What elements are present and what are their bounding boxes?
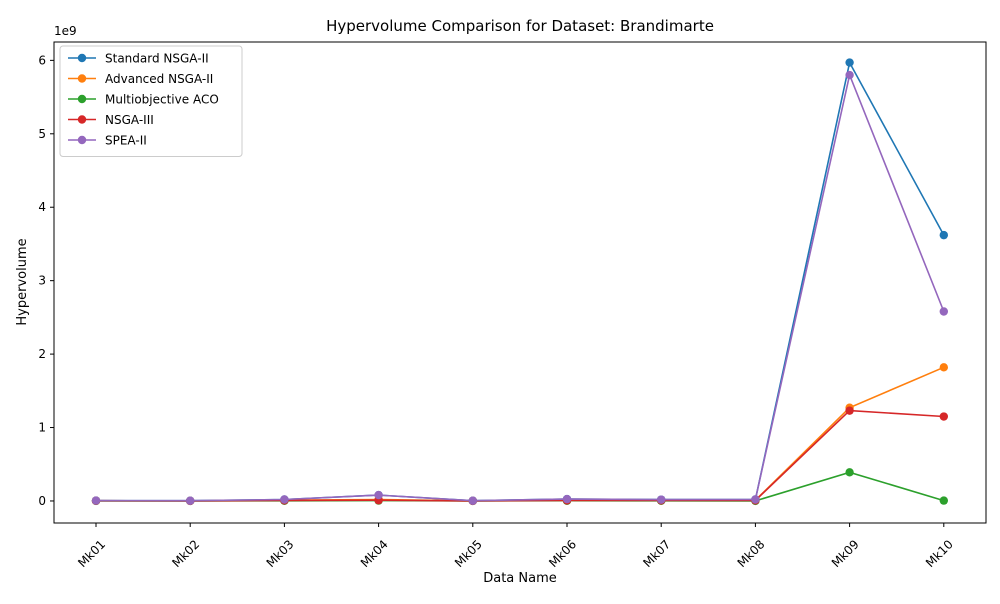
data-point <box>939 230 948 240</box>
chart-title: Hypervolume Comparison for Dataset: Bran… <box>326 17 714 35</box>
legend-swatch-marker <box>77 115 87 124</box>
data-point <box>91 496 101 505</box>
y-tick-label: 1 <box>38 421 46 435</box>
data-point <box>374 490 383 500</box>
legend-item: Advanced NSGA-II <box>68 72 213 86</box>
data-point <box>939 496 948 505</box>
x-axis: Mk01 Mk02 Mk03 Mk04 Mk05 Mk06 Mk07 Mk08 Mk09 Mk10 <box>75 523 956 570</box>
series-line <box>95 72 945 502</box>
series-advanced-nsga-ii <box>91 363 948 506</box>
legend-item: SPEA-II <box>68 134 147 148</box>
data-point <box>845 58 854 67</box>
data-point <box>186 496 195 505</box>
data-point <box>845 70 854 80</box>
x-tick-label: Mk05 <box>452 537 485 570</box>
x-tick-label: Mk06 <box>546 537 579 570</box>
x-tick-label: Mk10 <box>923 537 956 570</box>
x-tick-label: Mk01 <box>75 537 108 570</box>
legend-item: Multiobjective ACO <box>68 93 219 107</box>
x-tick-label: Mk03 <box>264 537 297 570</box>
data-point <box>845 468 854 477</box>
x-tick-label: Mk09 <box>829 537 862 570</box>
x-tick-label: Mk02 <box>169 537 202 570</box>
series-spea-ii <box>91 70 948 505</box>
y-tick-label: 4 <box>38 200 46 214</box>
series-nsga-iii <box>91 406 948 506</box>
data-point <box>939 307 948 316</box>
legend-swatch-marker <box>77 74 87 83</box>
legend-swatch-marker <box>77 94 87 104</box>
series-line <box>95 409 944 502</box>
y-axis: 0 1 2 3 4 5 6 <box>38 53 54 508</box>
data-point <box>280 495 289 504</box>
legend-swatch-marker <box>77 135 87 145</box>
legend-item: Standard NSGA-II <box>68 52 209 66</box>
data-point <box>939 363 948 372</box>
x-tick-label: Mk08 <box>735 537 768 570</box>
data-point <box>751 495 760 504</box>
data-point <box>562 494 572 504</box>
plot-frame <box>53 41 987 524</box>
legend-item: NSGA-III <box>68 113 154 127</box>
legend: Standard NSGA-II Advanced NSGA-II Multiobj… <box>59 45 243 157</box>
series-layer <box>91 58 948 506</box>
x-axis-label: Data Name <box>483 571 557 586</box>
legend-label: SPEA-II <box>105 134 147 148</box>
y-tick-label: 0 <box>38 494 46 508</box>
y-axis-offset-label: 1e9 <box>54 24 77 38</box>
y-tick-label: 6 <box>38 53 46 67</box>
data-point <box>657 495 666 504</box>
legend-label: Advanced NSGA-II <box>105 72 213 86</box>
x-tick-label: Mk04 <box>358 537 391 570</box>
legend-box <box>59 45 243 157</box>
data-point <box>468 496 477 505</box>
data-point <box>939 412 948 421</box>
legend-label: NSGA-III <box>105 113 154 127</box>
y-tick-label: 3 <box>38 274 46 288</box>
x-tick-label: Mk07 <box>640 537 673 570</box>
y-axis-label: Hypervolume <box>15 238 30 325</box>
legend-label: Standard NSGA-II <box>105 52 209 66</box>
y-tick-label: 5 <box>38 127 46 141</box>
series-line <box>96 471 945 502</box>
data-point <box>845 406 854 415</box>
y-tick-label: 2 <box>38 347 46 361</box>
legend-label: Multiobjective ACO <box>105 93 219 107</box>
legend-swatch-marker <box>77 53 87 63</box>
series-line <box>95 366 945 502</box>
